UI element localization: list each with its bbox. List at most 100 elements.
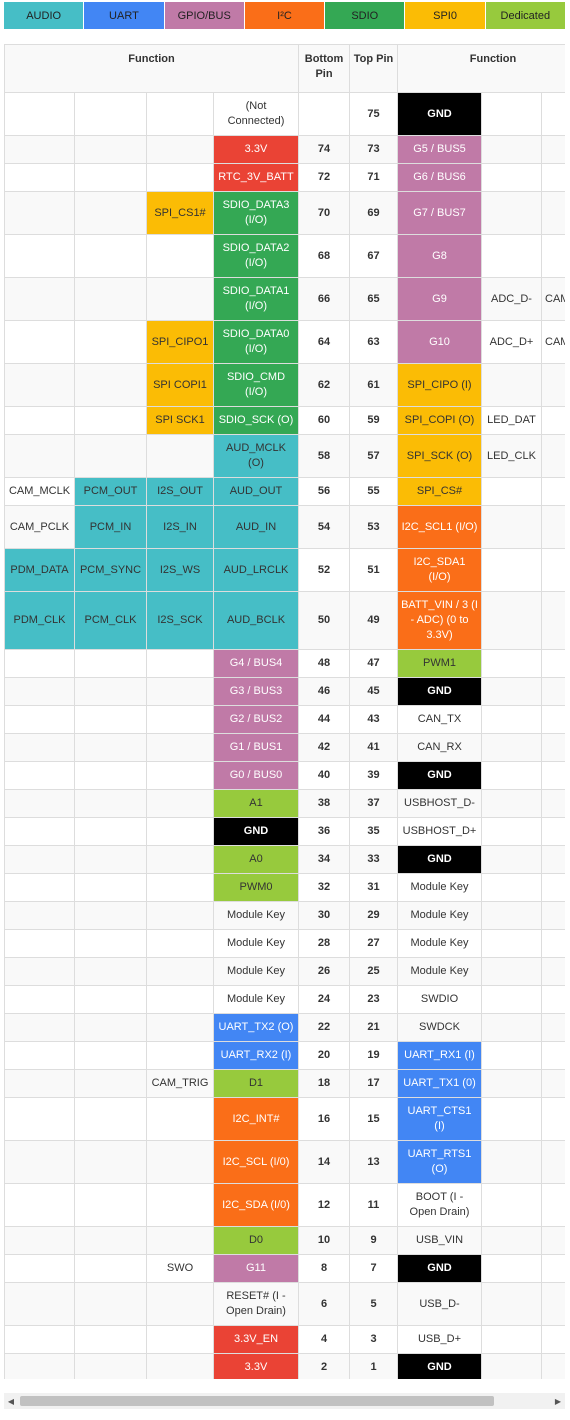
right-function-cell: ADC_D-: [481, 277, 542, 321]
top-pin-name: G6 / BUS6: [397, 163, 482, 192]
left-function-cell: [4, 320, 75, 364]
right-function-cell: [541, 406, 565, 435]
color-legend: AUDIO UART GPIO/BUS I²C SDIO SPI0 Dedicated: [4, 2, 565, 29]
bottom-pin-name: RTC_3V_BATT: [213, 163, 299, 192]
left-function-cell: [146, 163, 214, 192]
left-function-cell: [146, 1041, 214, 1070]
right-function-cell: [481, 548, 542, 592]
left-function-cell: [4, 1226, 75, 1255]
pinout-table-container[interactable]: Function Bottom Pin Top Pin Function (No…: [4, 44, 565, 1379]
function-right-header: Function: [397, 44, 565, 93]
top-pin-name: UART_CTS1 (I): [397, 1097, 482, 1141]
left-function-cell: [146, 929, 214, 958]
top-pin-number: 15: [349, 1097, 398, 1141]
top-pin-name: CAN_RX: [397, 733, 482, 762]
scroll-left-arrow-icon[interactable]: ◀: [7, 1396, 15, 1406]
bottom-pin-number: 38: [298, 789, 350, 818]
left-function-cell: [74, 649, 147, 678]
top-pin-name: CAN_TX: [397, 705, 482, 734]
right-function-cell: ADC_D+: [481, 320, 542, 364]
right-function-cell: [481, 135, 542, 164]
left-function-cell: [4, 789, 75, 818]
horizontal-scrollbar[interactable]: ◀ ▶: [4, 1393, 565, 1409]
bottom-pin-name: Module Key: [213, 985, 299, 1014]
top-pin-number: 47: [349, 649, 398, 678]
top-pin-number: 25: [349, 957, 398, 986]
left-function-cell: [74, 1254, 147, 1283]
left-function-cell: [146, 901, 214, 930]
bottom-pin-number: 10: [298, 1226, 350, 1255]
top-pin-name: GND: [397, 677, 482, 706]
left-function-cell: [4, 277, 75, 321]
bottom-pin-name: SDIO_SCK (O): [213, 406, 299, 435]
right-function-cell: [481, 505, 542, 549]
top-pin-name: SPI_COPI (O): [397, 406, 482, 435]
left-function-cell: [74, 1226, 147, 1255]
bottom-pin-number: 36: [298, 817, 350, 846]
left-function-cell: [74, 1013, 147, 1042]
left-function-cell: [4, 163, 75, 192]
left-function-cell: [4, 873, 75, 902]
bottom-pin-number: 56: [298, 477, 350, 506]
pin-row: AUD_MCLK (O) 58 57 SPI_SCK (O) LED_CLK: [4, 434, 565, 478]
left-function-cell: I2S_WS: [146, 548, 214, 592]
left-function-cell: I2S_SCK: [146, 591, 214, 650]
right-function-cell: [541, 677, 565, 706]
right-function-cell: [541, 591, 565, 650]
bottom-pin-name: SDIO_DATA0 (I/O): [213, 320, 299, 364]
left-function-cell: [74, 1140, 147, 1184]
pin-row: A0 34 33 GND: [4, 845, 565, 874]
top-pin-number: 67: [349, 234, 398, 278]
right-function-cell: [541, 1097, 565, 1141]
bottom-pin-number: 14: [298, 1140, 350, 1184]
top-pin-number: 27: [349, 929, 398, 958]
left-function-cell: [74, 901, 147, 930]
left-function-cell: [4, 649, 75, 678]
bottom-pin-number: 72: [298, 163, 350, 192]
top-pin-number: 13: [349, 1140, 398, 1184]
left-function-cell: [4, 363, 75, 407]
right-function-cell: [481, 234, 542, 278]
left-function-cell: SPI SCK1: [146, 406, 214, 435]
legend-i-c: I²C: [244, 2, 326, 29]
left-function-cell: [74, 1353, 147, 1379]
left-function-cell: [146, 1226, 214, 1255]
right-function-cell: [481, 1325, 542, 1354]
right-function-cell: [541, 705, 565, 734]
bottom-pin-number: 62: [298, 363, 350, 407]
scrollbar-thumb[interactable]: [20, 1396, 494, 1406]
left-function-cell: CAM_PCLK: [4, 505, 75, 549]
bottom-pin-name: PWM0: [213, 873, 299, 902]
right-function-cell: [541, 761, 565, 790]
top-pin-name: Module Key: [397, 901, 482, 930]
left-function-cell: [4, 1353, 75, 1379]
legend-spi0: SPI0: [405, 2, 486, 29]
left-function-cell: PCM_OUT: [74, 477, 147, 506]
pin-row: PDM_CLK PCM_CLK I2S_SCK AUD_BCLK 50 49 BATT_VI…: [4, 591, 565, 650]
left-function-cell: [4, 761, 75, 790]
pin-row: G1 / BUS1 42 41 CAN_RX: [4, 733, 565, 762]
right-function-cell: [481, 1226, 542, 1255]
right-function-cell: [481, 817, 542, 846]
left-function-cell: [74, 873, 147, 902]
top-pin-number: 45: [349, 677, 398, 706]
left-function-cell: [4, 135, 75, 164]
bottom-pin-name: I2C_SDA (I/0): [213, 1183, 299, 1227]
left-function-cell: [74, 191, 147, 235]
bottom-pin-name: 3.3V: [213, 135, 299, 164]
bottom-pin-name: I2C_SCL (I/0): [213, 1140, 299, 1184]
left-function-cell: [4, 957, 75, 986]
scroll-right-arrow-icon[interactable]: ▶: [554, 1396, 562, 1406]
left-function-cell: [74, 733, 147, 762]
bottom-pin-name: SDIO_DATA2 (I/O): [213, 234, 299, 278]
top-pin-name: SPI_SCK (O): [397, 434, 482, 478]
top-pin-number: 23: [349, 985, 398, 1014]
bottom-pin-name: AUD_LRCLK: [213, 548, 299, 592]
top-pin-number: 31: [349, 873, 398, 902]
left-function-cell: [146, 761, 214, 790]
pin-row: SPI COPI1 SDIO_CMD (I/O) 62 61 SPI_CIPO (I): [4, 363, 565, 407]
pin-row: SDIO_DATA2 (I/O) 68 67 G8: [4, 234, 565, 278]
pin-row: 3.3V 2 1 GND: [4, 1353, 565, 1379]
bottom-pin-number: 22: [298, 1013, 350, 1042]
top-pin-name: UART_RX1 (I): [397, 1041, 482, 1070]
